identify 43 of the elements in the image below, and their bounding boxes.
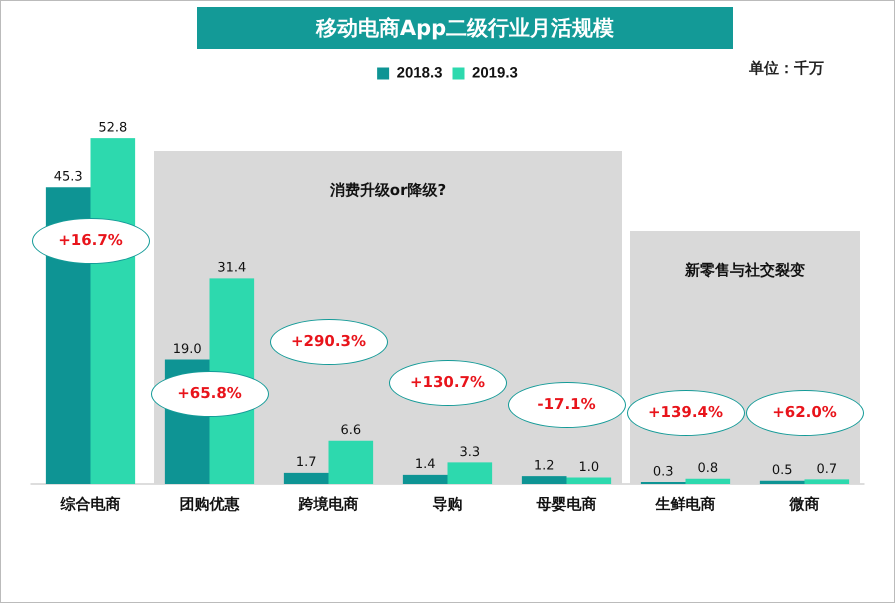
band-label: 新零售与社交裂变 <box>684 260 805 279</box>
x-tick-label: 导购 <box>432 496 462 514</box>
data-label: 0.5 <box>772 463 793 478</box>
x-tick-label: 团购优惠 <box>180 496 240 514</box>
annotation: -17.1% <box>536 395 597 413</box>
legend-label: 2018.3 <box>396 64 443 82</box>
x-tick-label: 生鲜电商 <box>654 495 716 514</box>
bar <box>804 479 850 484</box>
x-tick-label: 跨境电商 <box>298 495 358 514</box>
bar <box>328 440 374 484</box>
annotation: +290.3% <box>290 332 368 350</box>
data-label: 6.6 <box>340 423 362 438</box>
annotation: +62.0% <box>771 403 838 421</box>
bar <box>284 472 328 484</box>
data-label: 1.2 <box>534 458 555 474</box>
bar <box>522 476 566 484</box>
data-label: 19.0 <box>172 342 202 357</box>
chart-title: 移动电商App二级行业月活规模 <box>197 7 733 49</box>
annotation: +65.8% <box>176 384 243 402</box>
data-label: 0.3 <box>652 464 674 480</box>
data-label: 1.4 <box>414 457 436 472</box>
x-tick-label: 微商 <box>788 495 820 514</box>
text: 单位：千万 <box>749 59 824 78</box>
data-label: 31.4 <box>217 260 246 276</box>
bar <box>686 478 730 484</box>
bar <box>402 474 448 484</box>
data-label: 3.3 <box>459 444 480 460</box>
data-label: 0.7 <box>816 462 838 477</box>
annotation: +130.7% <box>408 373 486 391</box>
data-label: 1.7 <box>296 455 317 470</box>
bar <box>448 462 492 484</box>
data-label: 52.8 <box>98 120 128 136</box>
x-tick-label: 母婴电商 <box>536 495 596 514</box>
bar <box>566 477 612 484</box>
band-label: 消费升级or降级? <box>328 180 446 199</box>
legend-label: 2019.3 <box>472 64 518 82</box>
data-label: 45.3 <box>54 170 83 185</box>
annotation: +16.7% <box>57 231 124 249</box>
data-label: 1.0 <box>578 460 600 475</box>
annotation: +139.4% <box>646 403 724 421</box>
x-tick-label: 综合电商 <box>60 495 120 514</box>
bar <box>760 480 804 484</box>
data-label: 0.8 <box>697 461 718 476</box>
